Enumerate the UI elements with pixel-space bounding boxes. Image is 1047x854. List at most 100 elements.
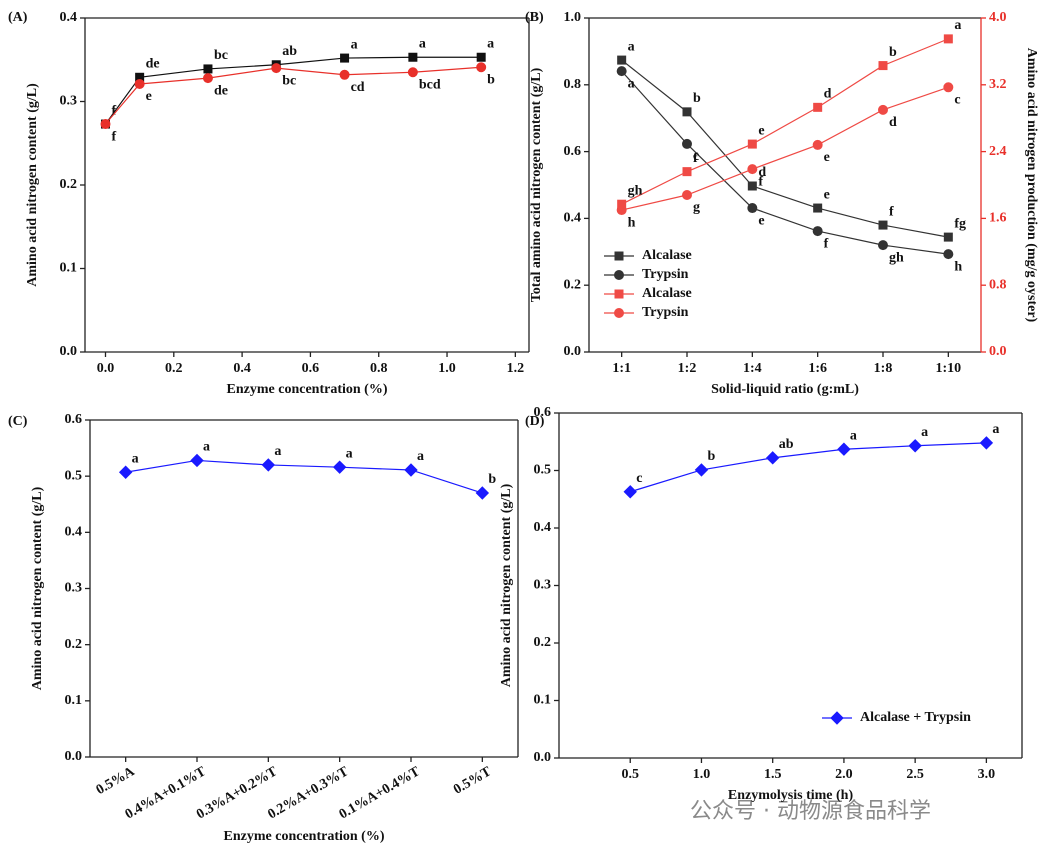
series-line	[630, 442, 987, 493]
legend-marker	[614, 270, 624, 280]
x-tick-label: 0.5	[621, 767, 639, 782]
y-tick-label: 0.3	[534, 578, 552, 593]
y-tick-label: 0.6	[564, 144, 582, 159]
series-line	[125, 459, 483, 494]
significance-letter: a	[203, 440, 210, 455]
significance-letter: b	[488, 472, 496, 487]
y2-tick-label: 0.8	[989, 277, 1007, 292]
y-tick-label: 0.3	[65, 581, 83, 596]
x-axis-title: Enzymolysis time (h)	[728, 788, 854, 803]
data-point	[747, 139, 757, 149]
significance-letter: f	[111, 103, 116, 118]
significance-letter: f	[111, 129, 116, 144]
significance-letter: cd	[351, 80, 365, 95]
significance-letter: c	[954, 93, 960, 108]
x-axis-title: Solid-liquid ratio (g:mL)	[711, 382, 859, 397]
x-tick-label: 0.2	[165, 361, 183, 376]
y-tick-label: 0.6	[534, 405, 552, 420]
data-point	[908, 439, 922, 453]
significance-letter: f	[693, 151, 698, 166]
data-point	[979, 436, 994, 450]
significance-letter: a	[487, 36, 494, 51]
legend-marker	[614, 251, 624, 261]
data-point	[878, 104, 888, 115]
x-tick-label: 1:1	[612, 361, 631, 376]
y-tick-label: 0.0	[60, 344, 78, 359]
legend-label: Trypsin	[642, 267, 689, 282]
significance-letter: bc	[214, 48, 228, 63]
data-point	[682, 167, 692, 177]
y-tick-label: 0.1	[534, 693, 552, 708]
x-tick-label: 0.5%T	[451, 764, 494, 798]
legend-marker	[614, 308, 624, 318]
x-tick-label: 0.4	[233, 361, 251, 376]
data-point	[134, 78, 145, 89]
x-tick-label: 1.5	[764, 767, 782, 782]
data-point	[812, 226, 823, 237]
significance-letter: a	[417, 449, 424, 464]
y-tick-label: 0.4	[534, 520, 552, 535]
significance-letter: de	[214, 83, 228, 98]
y-tick-label: 0.2	[534, 635, 552, 650]
significance-letter: ab	[282, 44, 297, 59]
x-tick-label: 1.0	[693, 767, 711, 782]
legend-label: Alcalase + Trypsin	[860, 710, 971, 725]
data-point	[407, 67, 418, 78]
significance-letter: b	[707, 449, 715, 464]
x-tick-label: 0.1%A+0.4%T	[337, 764, 423, 823]
significance-letter: d	[758, 165, 766, 180]
legend-label: Trypsin	[642, 305, 689, 320]
data-point	[943, 249, 954, 260]
y-tick-label: 0.0	[564, 344, 582, 359]
data-point	[765, 451, 780, 465]
data-point	[747, 181, 757, 191]
data-point	[943, 82, 954, 93]
y2-axis-title: Amino acid nitrogen production (mg/g oys…	[1024, 48, 1039, 323]
data-point	[878, 61, 888, 71]
data-point	[812, 139, 823, 150]
x-tick-label: 0.0	[97, 361, 115, 376]
panel-label: (D)	[525, 414, 545, 429]
data-point	[616, 66, 627, 77]
data-point	[203, 64, 213, 74]
x-tick-label: 0.5%A	[94, 764, 138, 798]
data-point	[837, 442, 851, 456]
significance-letter: f	[889, 204, 894, 219]
y-axis-title: Amino acid nitrogen content (g/L)	[30, 486, 45, 690]
significance-letter: b	[487, 72, 495, 87]
x-tick-label: 2.0	[835, 767, 853, 782]
data-point	[682, 138, 692, 149]
significance-letter: c	[693, 149, 699, 164]
data-point	[339, 69, 350, 80]
y2-tick-label: 3.2	[989, 77, 1007, 92]
series-line	[621, 86, 949, 211]
y-tick-label: 0.0	[534, 750, 552, 765]
y-tick-label: 0.2	[60, 177, 78, 192]
significance-letter: ab	[779, 437, 794, 452]
significance-letter: a	[346, 446, 353, 461]
y2-tick-label: 0.0	[989, 344, 1007, 359]
legend-marker	[830, 711, 844, 725]
data-point	[476, 52, 486, 62]
data-point	[340, 53, 350, 63]
data-point	[261, 458, 276, 472]
significance-letter: a	[628, 76, 635, 91]
data-point	[408, 52, 418, 62]
significance-letter: b	[889, 45, 897, 60]
data-point	[943, 232, 953, 242]
data-point	[404, 463, 418, 477]
data-point	[100, 119, 111, 130]
y-tick-label: 0.4	[60, 10, 78, 25]
significance-letter: c	[636, 471, 642, 486]
y-axis-title: Amino acid nitrogen content (g/L)	[25, 83, 40, 287]
data-point	[878, 240, 888, 251]
data-point	[943, 34, 953, 44]
data-point	[476, 62, 487, 73]
significance-letter: a	[850, 428, 857, 443]
data-point	[271, 63, 282, 74]
panel-label: (B)	[525, 10, 544, 25]
x-tick-label: 1:6	[808, 361, 827, 376]
panel-label: (A)	[8, 10, 28, 25]
data-point	[617, 55, 627, 65]
y-tick-label: 0.3	[60, 94, 78, 109]
